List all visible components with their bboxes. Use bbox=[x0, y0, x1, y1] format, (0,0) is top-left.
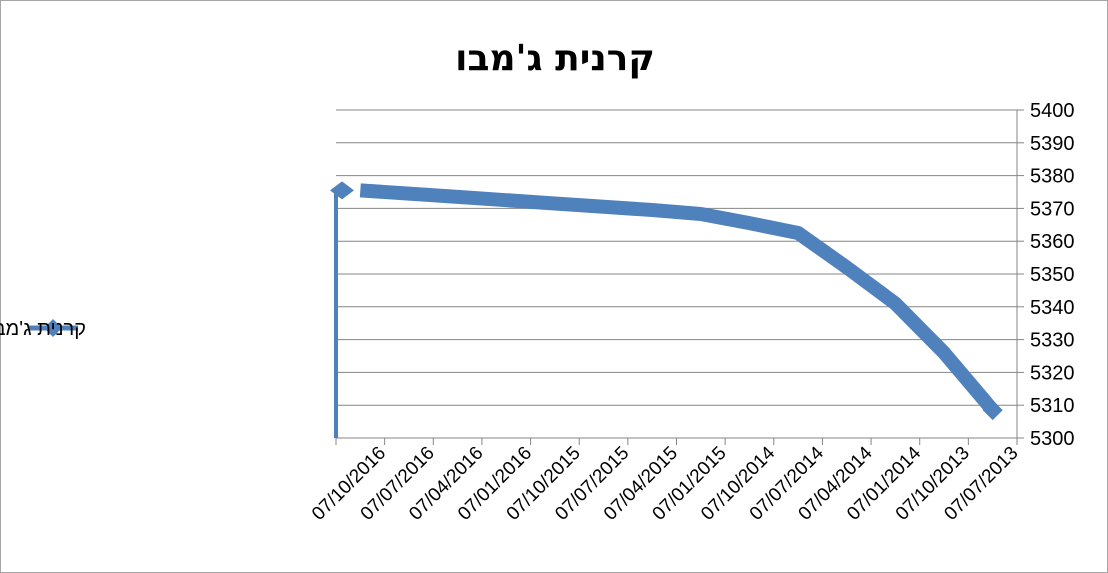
y-tick-label: 5310 bbox=[1030, 395, 1075, 417]
y-tick-label: 5400 bbox=[1030, 100, 1075, 122]
y-tick-label: 5360 bbox=[1030, 231, 1075, 253]
legend-label: קרנית ג'מבו bbox=[0, 318, 86, 340]
y-tick-label: 5330 bbox=[1030, 330, 1075, 352]
y-tick-label: 5390 bbox=[1030, 133, 1075, 155]
grid-lines bbox=[336, 109, 1017, 406]
y-tick-label: 5340 bbox=[1030, 297, 1075, 319]
data-point-marker bbox=[330, 181, 354, 200]
y-tick-label: 5380 bbox=[1030, 166, 1075, 188]
legend: קרנית ג'מבו bbox=[0, 318, 86, 340]
y-tick-label: 5320 bbox=[1030, 362, 1075, 384]
y-tick-label: 5350 bbox=[1030, 264, 1075, 286]
legend-marker bbox=[44, 319, 62, 337]
chart-title: קרנית ג'מבו bbox=[455, 38, 655, 79]
x-axis-ticks: 07/10/201607/07/201607/04/201607/01/2016… bbox=[308, 438, 1023, 525]
series-line bbox=[359, 183, 999, 415]
data-point-marker bbox=[982, 400, 1003, 421]
y-tick-label: 5370 bbox=[1030, 198, 1075, 220]
series-layer bbox=[330, 181, 1003, 438]
y-tick-label: 5300 bbox=[1030, 428, 1075, 450]
y-axis-ticks: 5300 5310 5320 5330 5340 5350 5360 5370 5380 5390… bbox=[1017, 100, 1075, 450]
